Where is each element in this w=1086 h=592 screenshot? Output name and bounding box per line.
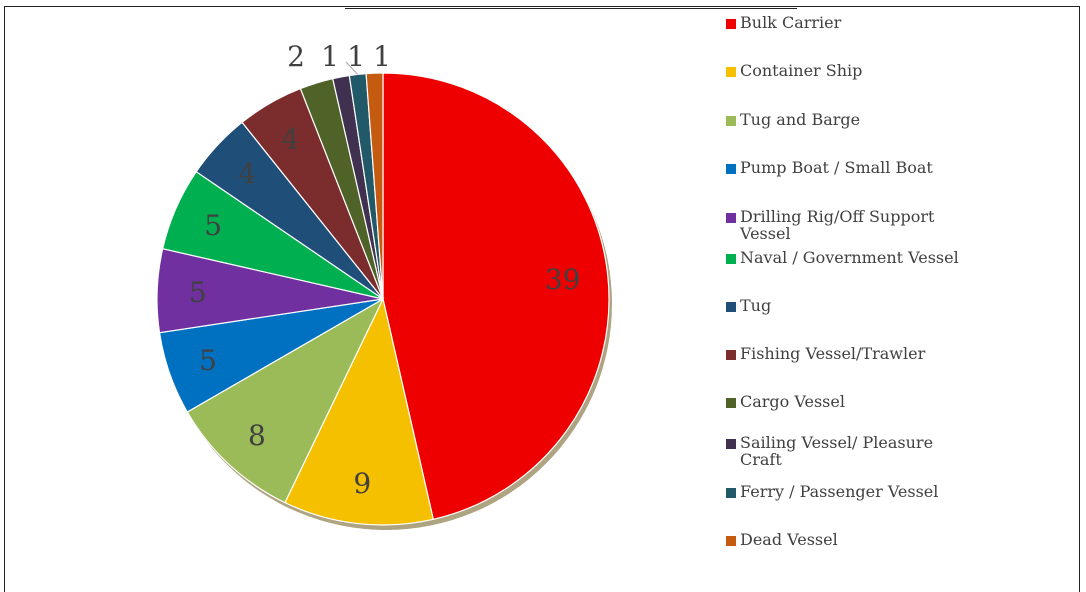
- legend-label: Cargo Vessel: [740, 392, 845, 411]
- data-label-tug-and-barge: 8: [248, 419, 266, 452]
- legend-swatch: [726, 302, 736, 312]
- pie-slice-bulk-carrier: [382, 72, 610, 521]
- legend-label: Tug: [740, 296, 772, 315]
- legend-item-bulk-carrier: Bulk Carrier: [726, 14, 1000, 31]
- legend-label: Bulk Carrier: [740, 13, 842, 32]
- pie-leader-lines: [345, 61, 359, 75]
- legend-label: Ferry / Passenger Vessel: [740, 482, 939, 501]
- legend-item-drilling-rig-off-support-vessel: Drilling Rig/Off Support Vessel: [726, 208, 965, 242]
- data-label-fishing-vessel-trawler: 4: [281, 123, 299, 156]
- legend-label: Dead Vessel: [740, 530, 838, 549]
- data-label-ferry-passenger-vessel: 1: [347, 40, 365, 73]
- legend-item-tug-and-barge: Tug and Barge: [726, 111, 1000, 128]
- legend-item-ferry-passenger-vessel: Ferry / Passenger Vessel: [726, 483, 1000, 500]
- chart-frame: [4, 6, 1080, 592]
- legend-label: Tug and Barge: [740, 110, 861, 129]
- legend-label: Naval / Government Vessel: [740, 248, 959, 267]
- legend-swatch: [726, 254, 736, 264]
- legend-item-cargo-vessel: Cargo Vessel: [726, 393, 1000, 410]
- legend-swatch: [726, 213, 736, 223]
- legend-swatch: [726, 19, 736, 29]
- pie-slice-container-ship: [284, 297, 435, 526]
- legend-item-dead-vessel: Dead Vessel: [726, 531, 1000, 548]
- legend-item-tug: Tug: [726, 297, 1000, 314]
- pie-slice-dead-vessel: [365, 72, 384, 300]
- data-label-drilling-rig-off-support-vessel: 5: [189, 276, 207, 309]
- data-label-tug: 4: [238, 157, 256, 190]
- legend-label: Drilling Rig/Off Support Vessel: [740, 207, 935, 243]
- data-label-container-ship: 9: [353, 467, 371, 500]
- data-label-pump-boat-small-boat: 5: [199, 344, 217, 377]
- legend-item-naval-government-vessel: Naval / Government Vessel: [726, 249, 1000, 266]
- legend-swatch: [726, 439, 736, 449]
- legend-swatch: [726, 164, 736, 174]
- leader-line-ferry-passenger-vessel: [345, 61, 359, 75]
- data-label-naval-government-vessel: 5: [204, 209, 222, 242]
- chart-title-strip: [345, 0, 797, 9]
- data-label-cargo-vessel: 2: [287, 40, 305, 73]
- legend-swatch: [726, 350, 736, 360]
- legend-swatch: [726, 536, 736, 546]
- legend-swatch: [726, 398, 736, 408]
- data-label-bulk-carrier: 39: [545, 263, 581, 296]
- data-label-sailing-vessel-pleasure-craft: 1: [321, 40, 339, 73]
- legend-swatch: [726, 67, 736, 77]
- pie-slices: [156, 72, 612, 530]
- legend-swatch: [726, 116, 736, 126]
- legend-item-pump-boat-small-boat: Pump Boat / Small Boat: [726, 159, 1000, 176]
- legend-label: Fishing Vessel/Trawler: [740, 344, 926, 363]
- legend-item-fishing-vessel-trawler: Fishing Vessel/Trawler: [726, 345, 1000, 362]
- legend-label: Sailing Vessel/ Pleasure Craft: [740, 433, 934, 469]
- legend-item-container-ship: Container Ship: [726, 62, 1000, 79]
- legend-item-sailing-vessel-pleasure-craft: Sailing Vessel/ Pleasure Craft: [726, 434, 965, 468]
- legend-label: Container Ship: [740, 61, 863, 80]
- data-label-dead-vessel: 1: [373, 40, 391, 73]
- legend-label: Pump Boat / Small Boat: [740, 158, 933, 177]
- pie-slice-tug-and-barge: [186, 297, 385, 504]
- legend-swatch: [726, 488, 736, 498]
